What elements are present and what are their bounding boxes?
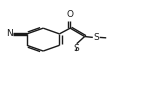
- Text: O: O: [67, 10, 74, 19]
- Text: S: S: [74, 44, 80, 53]
- Text: S: S: [93, 33, 99, 42]
- Text: N: N: [6, 29, 13, 38]
